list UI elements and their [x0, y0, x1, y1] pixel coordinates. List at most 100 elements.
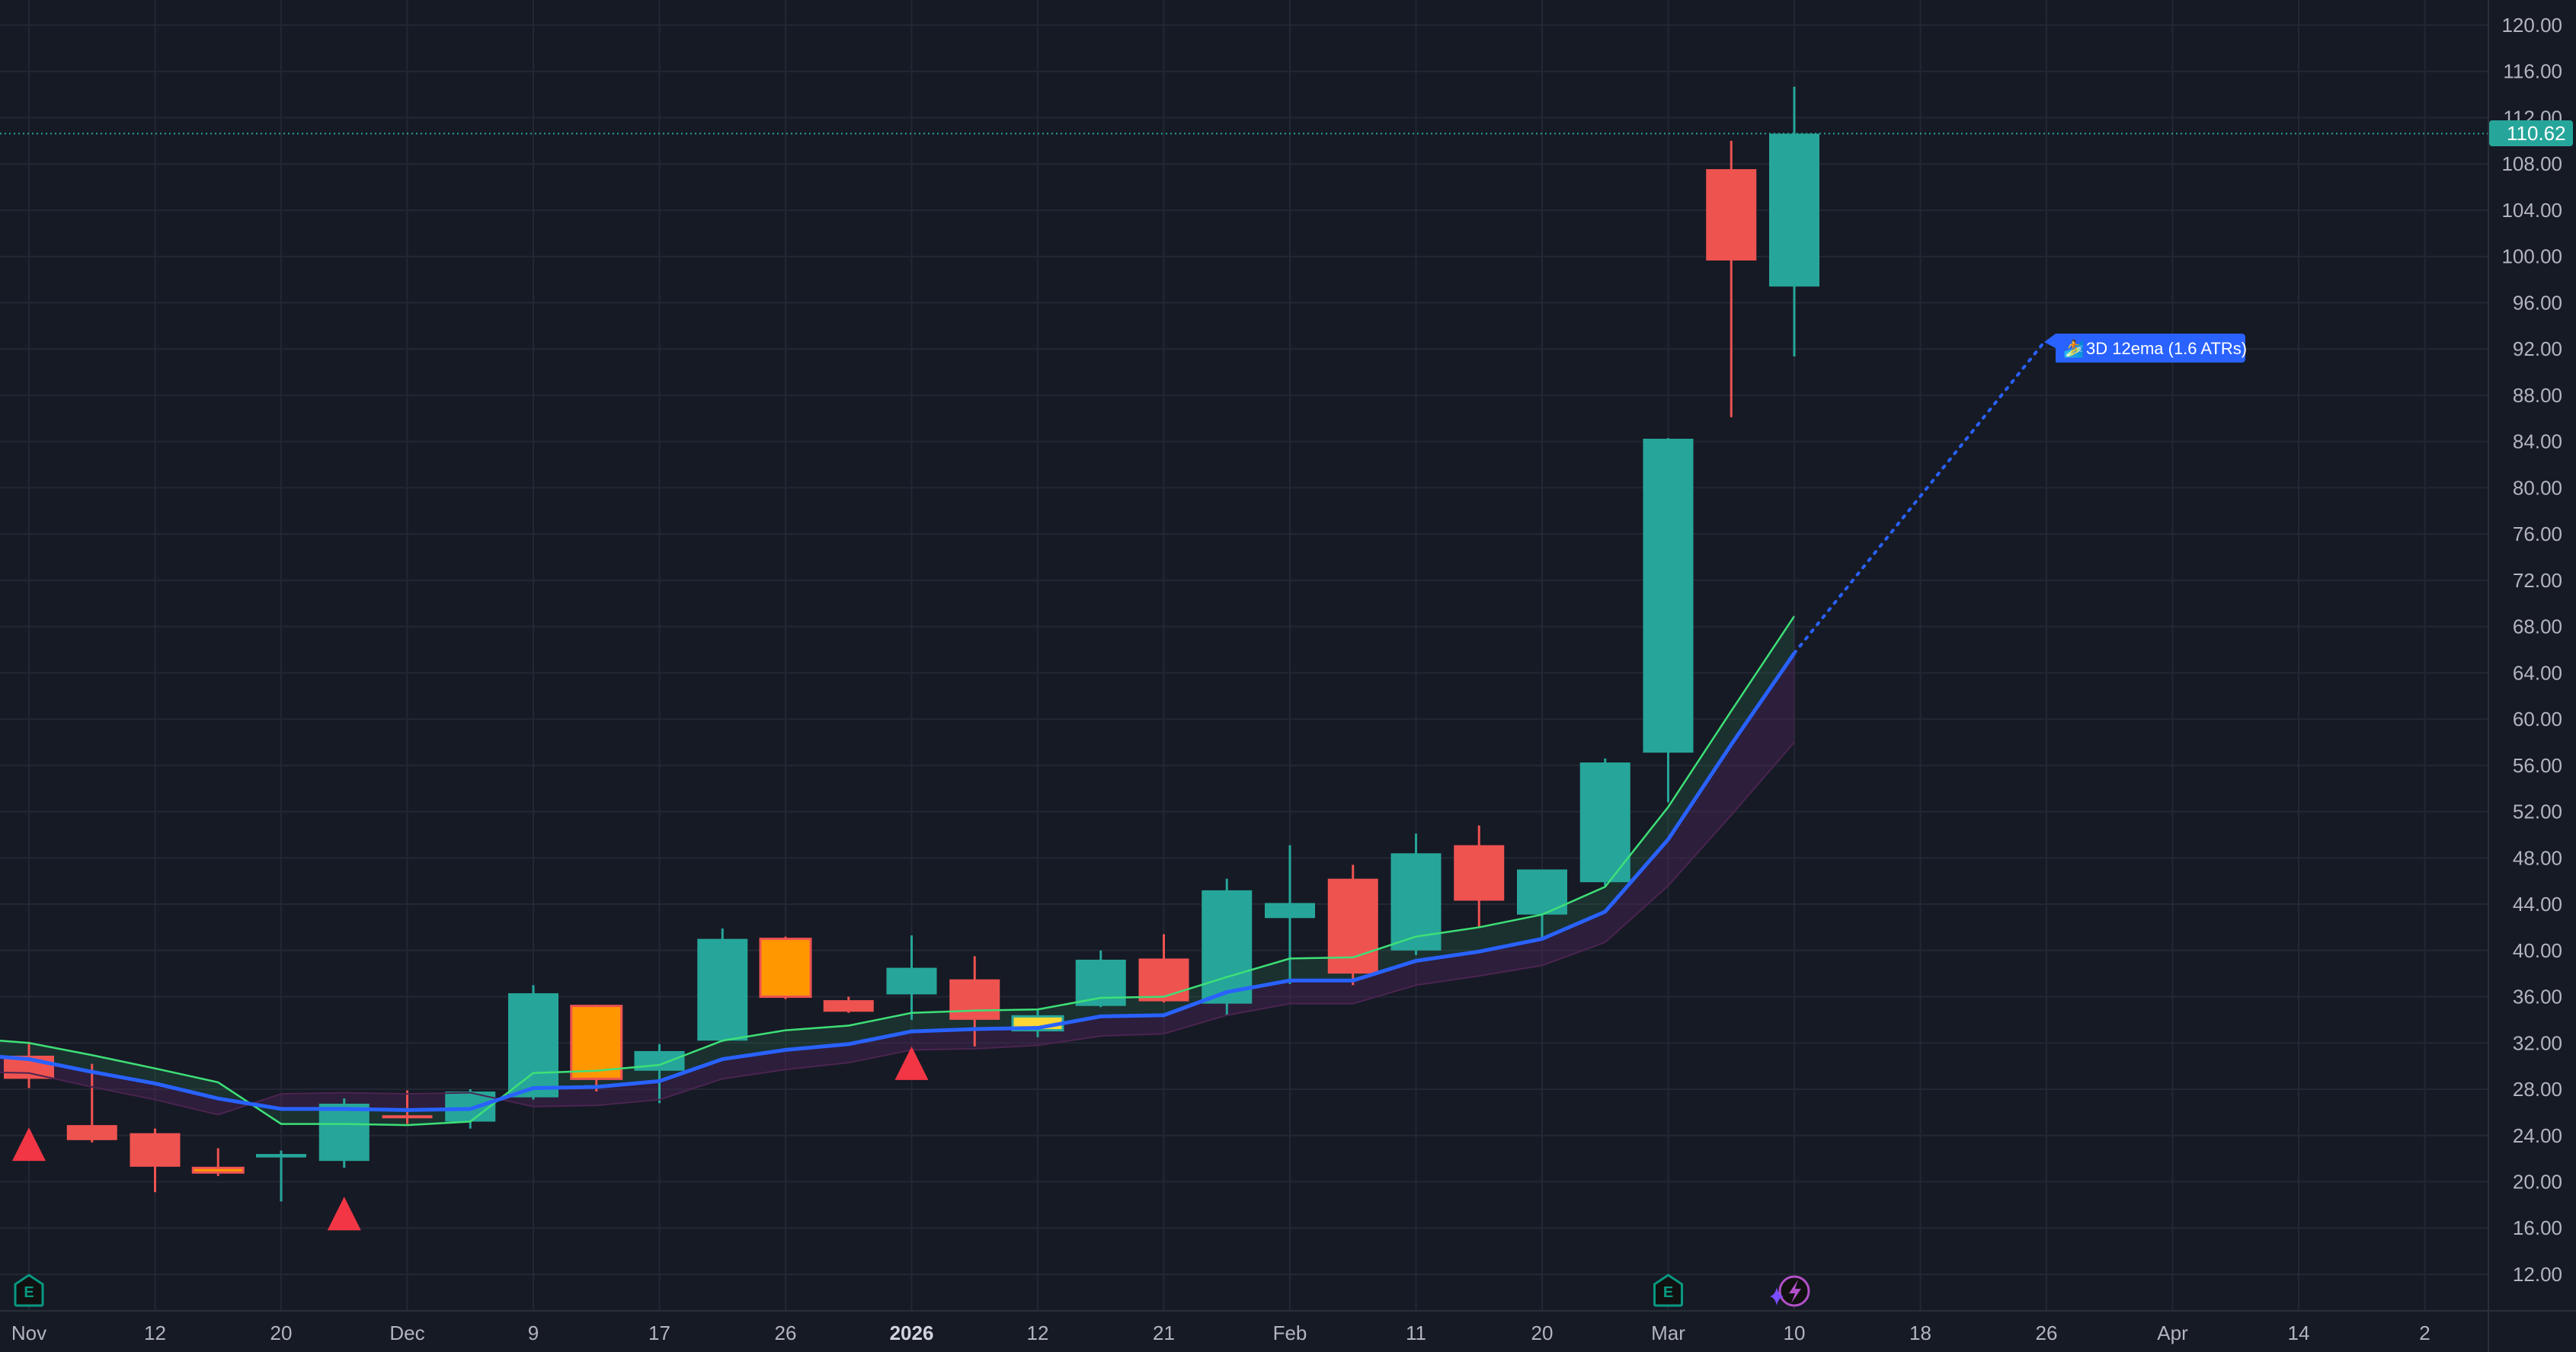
- price-tick-label: 20.00: [2513, 1171, 2562, 1194]
- candle-body: [1075, 959, 1126, 1006]
- candle: [130, 1128, 181, 1193]
- price-tick-label: 52.00: [2513, 801, 2562, 823]
- time-tick-label: 20: [270, 1322, 293, 1344]
- ema-projection-line: [1793, 340, 2046, 655]
- candle-body: [508, 992, 558, 1098]
- earnings-badge: [1653, 1274, 1683, 1307]
- price-axis-background: [2488, 0, 2576, 1311]
- time-tick-label: 2026: [890, 1322, 934, 1344]
- time-tick-label: 26: [775, 1322, 797, 1344]
- candle-body: [1769, 133, 1819, 287]
- price-tick-label: 24.00: [2513, 1124, 2562, 1147]
- time-tick-label: Dec: [389, 1322, 424, 1344]
- candle: [1769, 86, 1819, 357]
- candle: [1454, 825, 1505, 928]
- price-tick-label: 56.00: [2513, 754, 2562, 777]
- candles: [4, 86, 1819, 1202]
- last-price-value: 110.62: [2507, 122, 2566, 145]
- time-tick-label: 12: [144, 1322, 166, 1344]
- candle-body: [66, 1125, 117, 1140]
- candle: [759, 936, 812, 999]
- candle-body: [823, 1000, 874, 1012]
- candle-body: [130, 1133, 181, 1167]
- price-tick-label: 28.00: [2513, 1078, 2562, 1101]
- time-tick-label: Feb: [1273, 1322, 1307, 1344]
- ema-label-box[interactable]: [2044, 334, 2245, 363]
- price-tick-label: 72.00: [2513, 569, 2562, 592]
- time-tick-label: 9: [528, 1322, 539, 1344]
- price-axis-ticks: 120.00116.00112.00108.00104.00100.0096.0…: [2501, 14, 2562, 1286]
- price-tick-label: 108.00: [2501, 152, 2562, 175]
- time-tick-label: Nov: [11, 1322, 46, 1344]
- time-tick-label: 17: [648, 1322, 670, 1344]
- price-tick-label: 100.00: [2501, 245, 2562, 268]
- price-tick-label: 60.00: [2513, 708, 2562, 730]
- price-tick-label: 32.00: [2513, 1031, 2562, 1054]
- candle-body: [191, 1166, 245, 1174]
- time-tick-label: 26: [2036, 1322, 2058, 1344]
- price-tick-label: 116.00: [2503, 60, 2562, 83]
- time-axis[interactable]: Nov 12 20 Dec 9 17 26 2026 12 21 Feb 11 20 Mar 10 18 26 A…: [0, 1310, 2576, 1344]
- sparkle-icon: [1770, 1287, 1784, 1306]
- price-tick-label: 104.00: [2501, 199, 2562, 222]
- earnings-icon[interactable]: E: [1653, 1274, 1683, 1307]
- ema-lines: [0, 340, 2046, 1127]
- time-tick-label: 18: [1909, 1322, 1931, 1344]
- earnings-icon[interactable]: E: [14, 1274, 44, 1307]
- last-price-tag-background: [2489, 120, 2573, 146]
- signal-markers: [12, 1046, 929, 1231]
- price-axis[interactable]: 120.00116.00112.00108.00104.00100.0096.0…: [2488, 0, 2576, 1352]
- price-tick-label: 96.00: [2513, 291, 2562, 314]
- price-tick-label: 36.00: [2513, 986, 2562, 1008]
- price-tick-label: 120.00: [2501, 14, 2562, 37]
- time-tick-label: Mar: [1651, 1322, 1685, 1344]
- candle-body: [1579, 762, 1630, 883]
- price-tick-label: 12.00: [2513, 1263, 2562, 1286]
- atr-lower-band-line: [0, 741, 1795, 1116]
- price-tick-label: 16.00: [2513, 1216, 2562, 1239]
- candle-body: [1202, 890, 1253, 1004]
- candle: [66, 1063, 117, 1143]
- candle-body: [634, 1050, 685, 1071]
- candle-body: [1643, 439, 1694, 753]
- candle-body: [1265, 903, 1315, 919]
- candle-body: [1706, 169, 1757, 261]
- candle-body: [570, 1005, 623, 1080]
- candle: [1643, 438, 1694, 803]
- price-tick-label: 64.00: [2513, 661, 2562, 684]
- price-tick-label: 48.00: [2513, 846, 2562, 869]
- time-tick-label: 21: [1153, 1322, 1175, 1344]
- candle: [1265, 845, 1315, 984]
- earnings-letter: E: [24, 1284, 34, 1301]
- candle: [823, 996, 874, 1013]
- candle-body: [1138, 958, 1189, 1002]
- time-tick-label: 11: [1406, 1322, 1426, 1344]
- candle: [570, 1005, 623, 1092]
- candle: [886, 935, 937, 1020]
- candle-body: [318, 1104, 370, 1162]
- candle: [508, 985, 558, 1100]
- candle: [1327, 865, 1378, 986]
- candle: [949, 956, 1000, 1047]
- price-tick-label: 80.00: [2513, 476, 2562, 499]
- lightning-event-icon[interactable]: [1770, 1275, 1810, 1307]
- surfer-icon: 🏄: [2063, 339, 2084, 358]
- candle: [634, 1044, 685, 1104]
- earnings-badge: [14, 1274, 44, 1307]
- candle: [256, 1150, 306, 1202]
- candle: [382, 1090, 433, 1124]
- earnings-letter: E: [1663, 1284, 1673, 1301]
- ema-upper-line: [0, 615, 1796, 1127]
- signal-triangle-icon: [894, 1046, 929, 1080]
- time-tick-label: 12: [1027, 1322, 1049, 1344]
- candle-body: [759, 938, 812, 999]
- price-tick-label: 68.00: [2513, 615, 2562, 638]
- price-tick-label: 92.00: [2513, 337, 2562, 360]
- price-tick-label: 88.00: [2513, 384, 2562, 407]
- time-tick-label: 20: [1531, 1322, 1554, 1344]
- time-tick-label: 14: [2288, 1322, 2310, 1344]
- ema-projection-annotation[interactable]: 🏄 3D 12ema (1.6 ATRs): [2044, 334, 2247, 363]
